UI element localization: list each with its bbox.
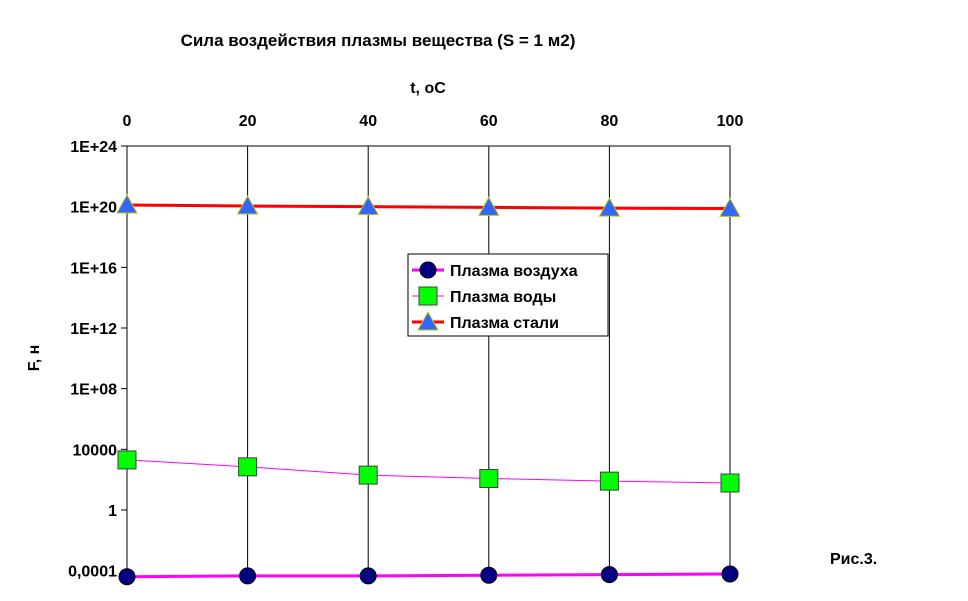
legend-label: Плазма воды <box>450 289 556 306</box>
data-point <box>720 473 740 493</box>
data-point <box>238 457 258 477</box>
y-tick-label: 1 <box>108 503 117 520</box>
data-point <box>480 566 498 584</box>
data-point <box>479 468 499 488</box>
x-axis-title: t, oC <box>410 80 446 97</box>
series-line <box>126 203 731 211</box>
x-tick-label: 20 <box>239 113 257 130</box>
x-tick-label: 40 <box>359 113 377 130</box>
x-tick-label: 0 <box>123 113 132 130</box>
series-line <box>126 459 731 484</box>
y-tick-label: 10000 <box>73 442 118 459</box>
series-line <box>126 572 731 579</box>
y-tick-label: 0,0001 <box>68 564 117 581</box>
data-point <box>117 450 137 470</box>
legend-label: Плазма воздуха <box>450 263 578 280</box>
y-tick-label: 1E+20 <box>70 200 117 217</box>
y-tick-labels: 0,0001 1 10000 1E+08 1E+12 1E+16 1E+20 1E+24 <box>68 139 117 581</box>
chart-title: Сила воздействия плазмы вещества (S = 1 … <box>181 31 576 50</box>
legend: Плазма воздуха Плазма воды Плазма стали <box>407 253 609 337</box>
legend-item: Плазма воды <box>412 286 556 306</box>
x-tick-labels: 0 20 40 60 80 100 <box>123 113 744 130</box>
data-point <box>358 465 378 485</box>
x-tick-label: 100 <box>717 113 744 130</box>
legend-item: Плазма стали <box>412 310 559 332</box>
series-1 <box>118 565 739 586</box>
legend-marker <box>419 261 437 279</box>
data-point <box>236 195 259 215</box>
data-point <box>599 471 619 491</box>
legend-marker <box>418 286 438 306</box>
data-point <box>598 197 621 217</box>
legend-marker <box>417 310 439 331</box>
legend-label: Плазма стали <box>450 315 559 332</box>
data-point <box>600 566 618 584</box>
figure-caption: Рис.3. <box>830 551 877 568</box>
y-tick-label: 1E+08 <box>70 382 117 399</box>
data-point <box>357 195 380 216</box>
data-point <box>116 193 138 214</box>
series-layer <box>116 193 741 586</box>
y-tick-label: 1E+12 <box>70 321 117 338</box>
y-axis-title: F, н <box>26 345 43 372</box>
x-tick-label: 60 <box>480 113 498 130</box>
series-3 <box>116 193 741 218</box>
data-point <box>477 196 500 216</box>
data-point <box>118 568 136 586</box>
data-point <box>239 567 257 585</box>
series-2 <box>117 450 740 493</box>
x-tick-label: 80 <box>601 113 619 130</box>
y-tick-label: 1E+24 <box>70 139 117 156</box>
data-point <box>359 567 377 585</box>
legend-item: Плазма воздуха <box>412 261 578 280</box>
y-tick-label: 1E+16 <box>70 260 117 277</box>
data-point <box>719 197 741 218</box>
data-point <box>721 565 739 583</box>
legend-box <box>407 253 609 337</box>
